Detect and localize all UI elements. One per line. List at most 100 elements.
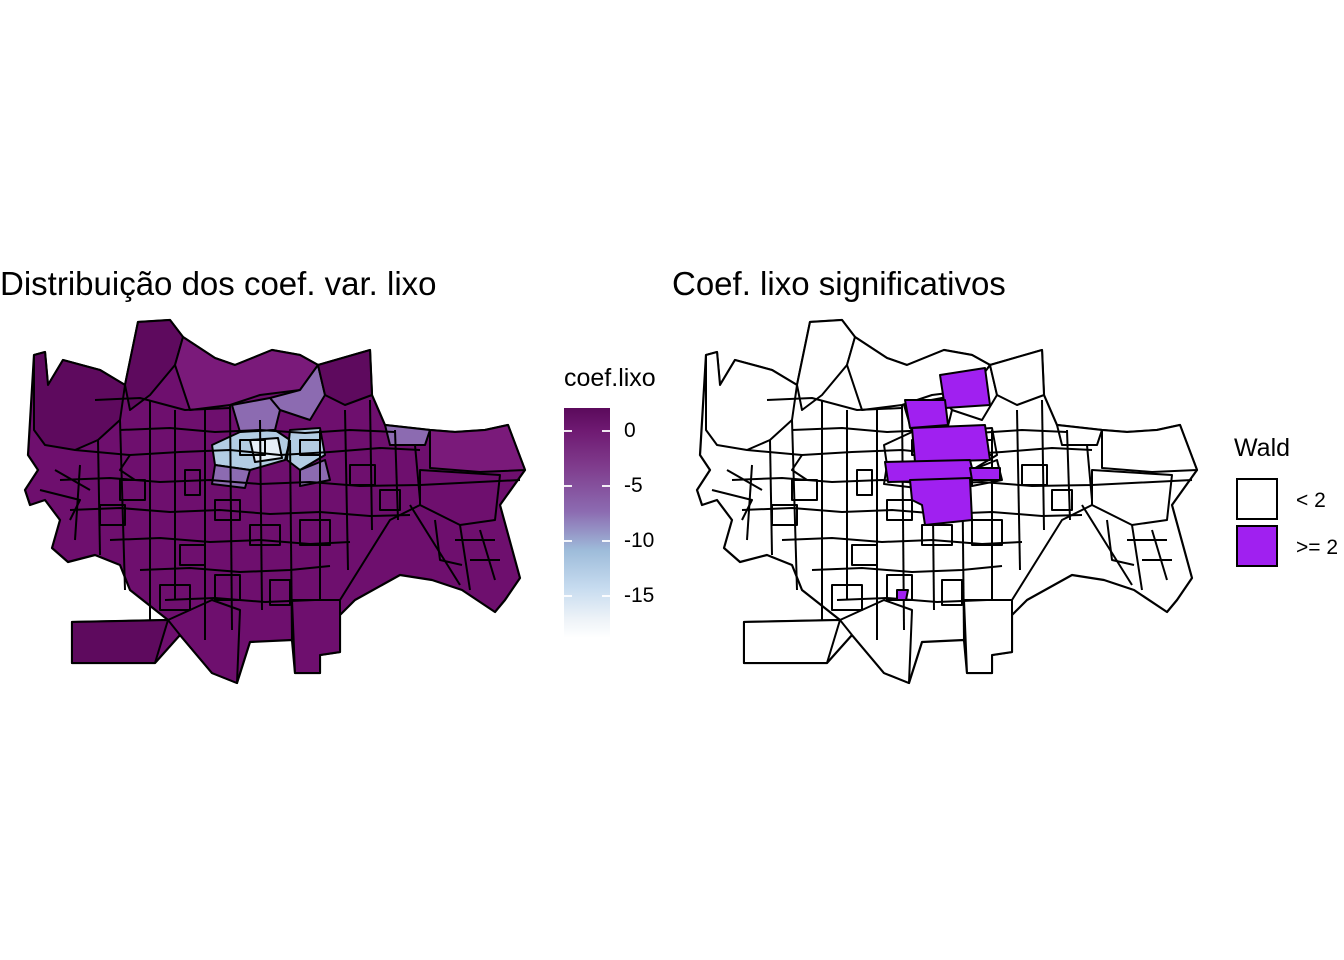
- right-significance-map: [695, 318, 1199, 685]
- map-region: [317, 349, 373, 406]
- region-border: [791, 479, 818, 501]
- significant-region: [909, 477, 973, 526]
- map-region: [291, 599, 341, 674]
- region-border: [97, 439, 101, 556]
- map-region: [71, 619, 169, 664]
- region-border: [139, 565, 331, 573]
- region-border: [184, 469, 201, 496]
- region-border: [791, 454, 808, 481]
- region-border: [379, 489, 401, 511]
- region-border: [1011, 504, 1093, 601]
- legend-key-below-2: [1236, 478, 1278, 520]
- significant-region: [904, 399, 949, 429]
- map-region: [796, 319, 856, 411]
- map-region: [1056, 424, 1103, 446]
- colorbar-tick-left: [564, 595, 572, 597]
- left-choropleth-map: [23, 318, 527, 685]
- region-border: [109, 537, 351, 545]
- region-border: [39, 489, 81, 521]
- region-border: [339, 504, 421, 601]
- right-map-title: Coef. lixo significativos: [672, 265, 1006, 302]
- left-legend-title: coef.lixo: [564, 364, 656, 392]
- region-border: [459, 524, 471, 591]
- legend-label-at-least-2: >= 2: [1296, 536, 1339, 559]
- map-region: [124, 319, 184, 411]
- map-region: [429, 424, 526, 473]
- region-border: [179, 544, 206, 566]
- region-border: [921, 524, 953, 546]
- region-border: [726, 469, 763, 491]
- colorbar-label-minus-15: -15: [624, 584, 655, 607]
- region-border: [769, 439, 773, 556]
- region-border: [214, 574, 241, 601]
- colorbar-tick-right: [602, 430, 610, 432]
- region-border: [711, 489, 753, 521]
- colorbar-tick-right: [602, 485, 610, 487]
- map-region: [299, 459, 331, 487]
- region-border: [299, 439, 321, 456]
- region-border: [781, 537, 1023, 545]
- significant-region: [939, 367, 991, 409]
- region-border: [119, 479, 146, 501]
- region-border: [766, 397, 903, 411]
- colorbar-tick-right: [602, 595, 610, 597]
- region-border: [99, 504, 126, 526]
- map-region: [743, 619, 841, 664]
- region-border: [54, 469, 91, 491]
- region-border: [1086, 444, 1093, 501]
- region-border: [1051, 489, 1073, 511]
- map-region: [963, 599, 1013, 674]
- left-map-regions: [23, 318, 527, 685]
- region-border: [349, 464, 376, 486]
- right-legend-title: Wald: [1234, 434, 1291, 462]
- colorbar-label-minus-5: -5: [624, 474, 643, 497]
- region-border: [409, 504, 461, 586]
- colorbar-tick-left: [564, 430, 572, 432]
- region-border: [69, 507, 411, 517]
- region-border: [1021, 464, 1048, 486]
- region-border: [434, 519, 463, 566]
- region-border: [214, 499, 241, 521]
- region-border: [119, 454, 136, 481]
- region-border: [831, 584, 863, 611]
- coef-lixo-colorbar: [564, 408, 610, 638]
- region-border: [746, 464, 753, 541]
- region-border: [851, 544, 878, 566]
- region-border: [414, 444, 421, 501]
- left-map-panel: Distribuição dos coef. var. lixo coef.li…: [0, 265, 656, 685]
- significant-region: [969, 467, 1001, 481]
- region-border: [886, 574, 913, 601]
- region-border: [344, 409, 349, 571]
- region-border: [94, 397, 231, 411]
- region-border: [811, 565, 1003, 573]
- map-region: [33, 351, 126, 451]
- region-border: [771, 504, 798, 526]
- region-border: [1106, 519, 1135, 566]
- map-region: [839, 599, 913, 684]
- colorbar-tick-left: [564, 485, 572, 487]
- region-border: [1016, 409, 1021, 571]
- region-border: [259, 419, 263, 611]
- region-border: [1131, 524, 1143, 591]
- region-border: [886, 499, 913, 521]
- significant-region: [911, 424, 991, 463]
- region-border: [159, 584, 191, 611]
- map-region: [705, 351, 798, 451]
- region-border: [249, 524, 281, 546]
- colorbar-tick-left: [564, 540, 572, 542]
- region-border: [229, 404, 233, 631]
- region-border: [941, 579, 963, 606]
- colorbar-label-minus-10: -10: [624, 529, 655, 552]
- map-region: [1101, 424, 1198, 473]
- significant-region: [896, 589, 909, 601]
- map-region: [231, 397, 281, 433]
- legend-key-at-least-2: [1236, 525, 1278, 567]
- right-map-regions: [695, 318, 1199, 685]
- region-border: [269, 579, 291, 606]
- region-border: [1081, 504, 1133, 586]
- region-border: [741, 507, 1083, 517]
- region-border: [289, 439, 293, 641]
- colorbar-tick-right: [602, 540, 610, 542]
- region-border: [1066, 429, 1071, 521]
- region-border: [971, 519, 1003, 546]
